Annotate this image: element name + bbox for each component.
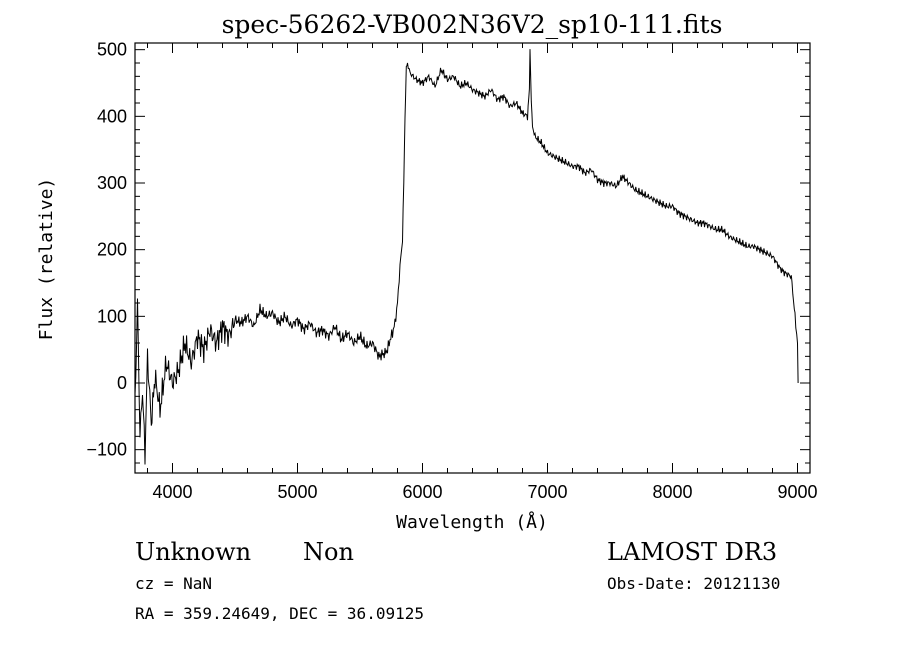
object-subclass-label: Non — [303, 538, 354, 566]
x-axis-label: Wavelength (Å) — [396, 511, 548, 533]
spectrum-series-line — [135, 49, 799, 465]
y-tick-label: 400 — [97, 106, 127, 126]
y-tick-label: 300 — [97, 173, 127, 193]
y-tick-label: −100 — [86, 440, 127, 460]
x-tick-label: 8000 — [652, 482, 692, 502]
y-axis-label: Flux (relative) — [36, 178, 57, 341]
y-tick-label: 0 — [117, 373, 127, 393]
x-tick-label: 9000 — [777, 482, 817, 502]
x-tick-label: 4000 — [152, 482, 192, 502]
y-tick-label: 100 — [97, 306, 127, 326]
y-tick-label: 500 — [97, 40, 127, 60]
survey-label: LAMOST DR3 — [607, 538, 777, 566]
x-tick-label: 5000 — [277, 482, 317, 502]
x-tick-label: 7000 — [527, 482, 567, 502]
coordinates-label: RA = 359.24649, DEC = 36.09125 — [135, 604, 424, 623]
object-class-label: Unknown — [135, 538, 251, 566]
x-tick-label: 6000 — [402, 482, 442, 502]
obs-date-label: Obs-Date: 20121130 — [607, 574, 780, 593]
plot-area: 4000 5000 6000 7000 8000 9000 −100 0 100 200 300 40… — [86, 40, 817, 502]
chart-title: spec-56262-VB002N36V2_sp10-111.fits — [222, 10, 723, 39]
cz-label: cz = NaN — [135, 574, 212, 593]
y-tick-label: 200 — [97, 240, 127, 260]
